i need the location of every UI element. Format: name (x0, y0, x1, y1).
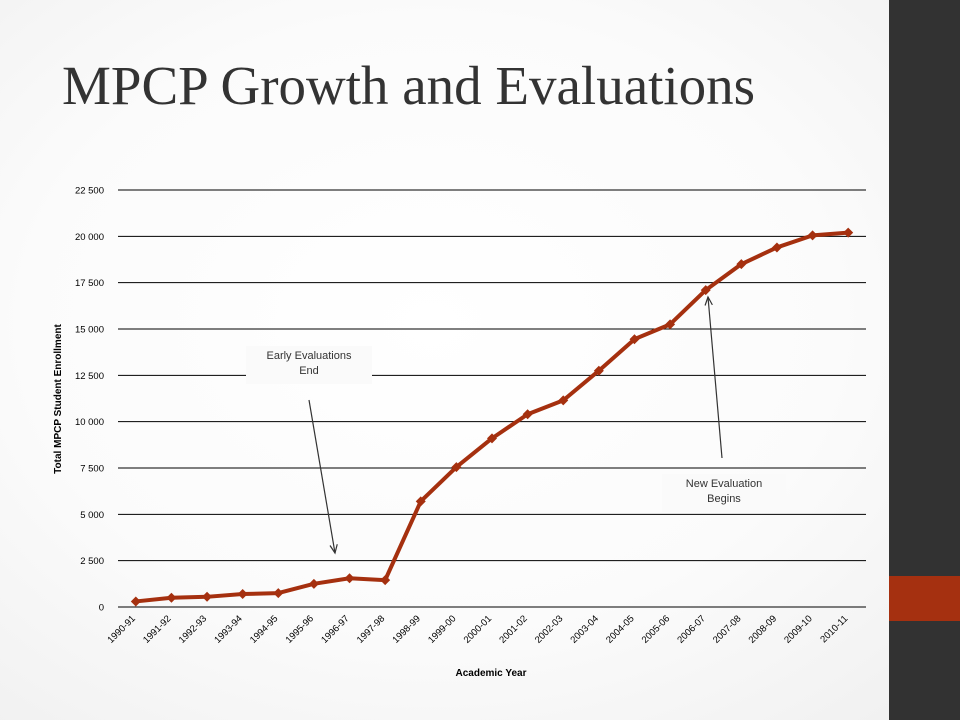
x-tick-label: 1990-91 (105, 613, 137, 645)
x-tick-label: 2009-10 (782, 613, 814, 645)
annotations: Early Evaluations End New Evaluation Begins (246, 295, 786, 555)
annotation-text: New Evaluation (686, 478, 762, 490)
annotation-text: Begins (707, 493, 741, 505)
data-point (736, 259, 747, 270)
data-markers (130, 227, 854, 607)
y-tick-label: 17 500 (75, 278, 104, 289)
series-layer (135, 230, 849, 604)
x-axis-title: Academic Year (456, 668, 527, 679)
grid-lines (118, 189, 866, 608)
annotation-text: End (299, 365, 319, 377)
data-point (273, 588, 284, 599)
y-tick-label: 2 500 (80, 556, 104, 567)
enrollment-line-chart: 0 2 500 5 000 7 500 10 000 12 500 15 000 17 500… (53, 186, 866, 679)
data-point (629, 334, 640, 345)
annotation-arrow (308, 399, 336, 554)
x-tick-label: 1998-99 (390, 613, 422, 645)
data-point (665, 319, 676, 330)
annotation-box (246, 346, 372, 384)
x-tick-label: 2006-07 (675, 613, 707, 645)
data-point (308, 578, 319, 589)
data-point (380, 575, 391, 586)
annotation-arrow (707, 296, 723, 459)
annotation-text: Early Evaluations (267, 350, 352, 362)
x-tick-label: 2004-05 (604, 613, 636, 645)
data-point (344, 573, 355, 584)
y-tick-label: 12 500 (75, 371, 104, 382)
data-point (807, 230, 818, 241)
data-point (487, 433, 497, 444)
data-point (451, 462, 462, 473)
y-tick-label: 0 (99, 603, 104, 614)
x-tick-label: 1995-96 (284, 613, 316, 645)
y-tick-label: 7 500 (80, 464, 104, 475)
x-axis-ticks: 1990-91 1991-92 1992-93 1993-94 1994-95 1995-… (105, 613, 850, 645)
x-tick-label: 1992-93 (177, 613, 209, 645)
x-tick-label: 2002-03 (533, 613, 565, 645)
x-tick-label: 2010-11 (818, 613, 850, 645)
y-tick-label: 10 000 (75, 417, 104, 428)
x-tick-label: 2001-02 (497, 613, 529, 645)
data-point (237, 589, 248, 600)
data-point (130, 596, 141, 607)
x-tick-label: 1991-92 (141, 613, 173, 645)
data-point (843, 227, 854, 238)
right-accent-block (889, 576, 960, 621)
data-point (415, 496, 426, 507)
x-tick-label: 1993-94 (212, 613, 244, 645)
annotation-box (662, 474, 786, 512)
x-tick-label: 1997-98 (355, 613, 387, 645)
data-point (558, 395, 569, 406)
y-tick-label: 20 000 (75, 232, 104, 243)
data-point (700, 285, 711, 296)
data-point (593, 365, 604, 376)
x-tick-label: 2007-08 (711, 613, 743, 645)
x-tick-label: 1996-97 (319, 613, 351, 645)
data-point (202, 591, 213, 602)
data-point (522, 409, 533, 420)
y-tick-label: 15 000 (75, 325, 104, 336)
x-tick-label: 2003-04 (569, 613, 601, 645)
y-tick-label: 5 000 (80, 510, 104, 521)
slide-title: MPCP Growth and Evaluations (62, 55, 756, 116)
x-tick-label: 2000-01 (462, 613, 494, 645)
annotation-arrowhead (704, 295, 713, 306)
x-tick-label: 2008-09 (747, 613, 779, 645)
y-axis-title: Total MPCP Student Enrollment (53, 324, 64, 474)
series-line (135, 230, 849, 604)
y-axis-ticks: 0 2 500 5 000 7 500 10 000 12 500 15 000 17 500… (75, 186, 104, 614)
y-tick-label: 22 500 (75, 186, 104, 197)
data-point (771, 242, 782, 253)
x-tick-label: 1994-95 (248, 613, 280, 645)
x-tick-label: 1999-00 (426, 613, 458, 645)
data-point (166, 592, 177, 603)
x-tick-label: 2005-06 (640, 613, 672, 645)
annotation-arrowhead (329, 544, 338, 555)
